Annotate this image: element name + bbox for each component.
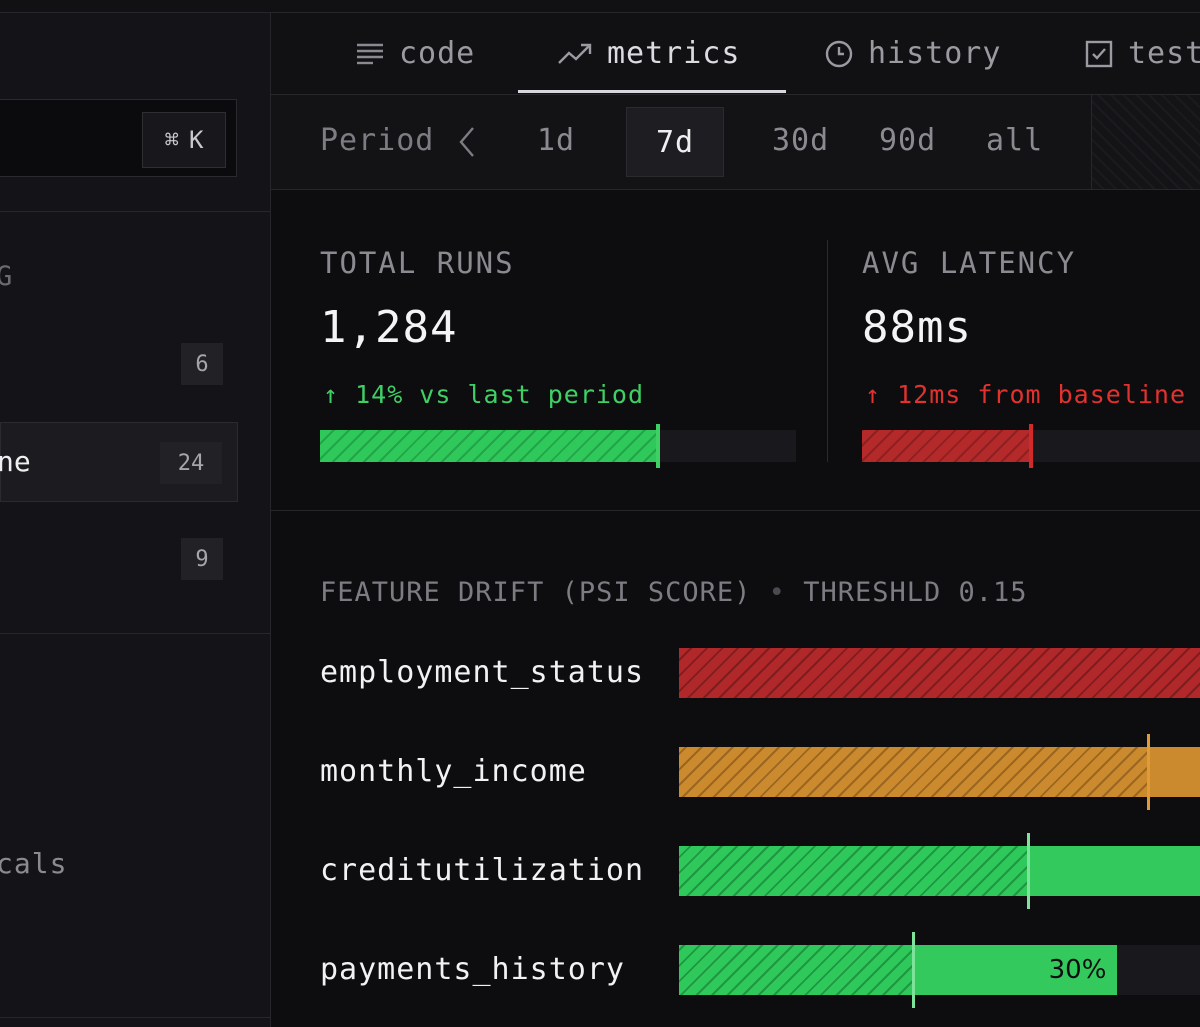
- shortcut-key: K: [189, 126, 204, 154]
- tab-label: test: [1128, 36, 1200, 71]
- sidebar-item[interactable]: 6: [0, 325, 238, 405]
- tab-label: history: [868, 36, 1002, 71]
- stats-panel: TOTAL RUNS 1,284 ↑ 14% vs last period AV…: [271, 190, 1200, 511]
- progress-fill: [320, 430, 658, 462]
- count-badge: 9: [181, 538, 223, 580]
- sidebar-divider: [0, 211, 270, 212]
- count-badge: 24: [160, 442, 222, 484]
- drift-bar-hatched: [679, 747, 1148, 797]
- sidebar-item-active[interactable]: ne 24: [0, 422, 238, 502]
- sidebar-divider: [0, 1017, 270, 1018]
- feature-name: monthly_income: [320, 754, 587, 789]
- drift-baseline-marker: [1146, 734, 1150, 810]
- drift-bar-track: [679, 648, 1200, 698]
- threshold-label: THRESHLD 0.15: [803, 577, 1028, 608]
- stat-divider: [827, 240, 828, 462]
- stat-delta: ↑ 12ms from baseline: [865, 380, 1187, 409]
- stat-delta: ↑ 14% vs last period: [323, 380, 645, 409]
- tab-history[interactable]: history: [824, 13, 1001, 94]
- shortcut-hint: ⌘ K: [142, 112, 226, 168]
- tab-bar: code metrics history test: [271, 13, 1200, 95]
- tab-code[interactable]: code: [355, 13, 475, 94]
- drift-bar-hatched: [679, 846, 1029, 896]
- drift-row[interactable]: creditutilization: [271, 833, 1200, 909]
- trend-icon: [557, 39, 593, 69]
- drift-section-title: FEATURE DRIFT (PSI SCORE) • THRESHLD 0.1…: [320, 577, 1028, 608]
- window-top-edge: [0, 0, 1200, 13]
- feature-name: payments_history: [320, 952, 625, 987]
- sidebar-section-heading: G: [0, 261, 15, 292]
- sidebar-item-label: ne: [0, 445, 31, 478]
- drift-row[interactable]: monthly_income: [271, 734, 1200, 810]
- progress-marker: [1029, 424, 1033, 468]
- progress-bar: [862, 424, 1200, 468]
- checkbox-icon: [1084, 39, 1114, 69]
- drift-baseline-marker: [912, 932, 916, 1008]
- period-label: Period: [320, 123, 435, 158]
- drift-row[interactable]: payments_history 30%: [271, 932, 1200, 1008]
- separator-dot: •: [768, 577, 786, 608]
- tab-label: code: [399, 36, 476, 71]
- count-badge: 6: [181, 343, 223, 385]
- progress-bar: [320, 424, 796, 468]
- feature-name: employment_status: [320, 655, 645, 690]
- stat-label: AVG LATENCY: [862, 246, 1077, 280]
- stat-value: 88ms: [862, 302, 972, 353]
- tab-label: metrics: [607, 36, 741, 71]
- drift-title-text: FEATURE DRIFT (PSI SCORE): [320, 577, 752, 608]
- drift-bar-hatched: [679, 945, 914, 995]
- clock-icon: [824, 39, 854, 69]
- drift-value-label: 30%: [1048, 955, 1107, 985]
- active-tab-indicator: [518, 90, 786, 93]
- drift-baseline-marker: [1027, 833, 1031, 909]
- command-key-icon: ⌘: [164, 126, 179, 154]
- main-panel: code metrics history test Period 1d 7: [271, 13, 1200, 1027]
- stat-label: TOTAL RUNS: [320, 246, 515, 280]
- progress-fill: [862, 430, 1031, 462]
- search-input[interactable]: ⌘ K: [0, 99, 237, 177]
- feature-name: creditutilization: [320, 853, 645, 888]
- drift-bar-track: [679, 833, 1200, 909]
- period-option-all[interactable]: all: [986, 123, 1044, 158]
- stat-value: 1,284: [320, 302, 458, 353]
- period-selector: Period 1d 7d 30d 90d all: [271, 95, 1200, 190]
- hatched-placeholder: [1091, 95, 1200, 189]
- tab-metrics[interactable]: metrics: [557, 13, 740, 94]
- period-option-30d[interactable]: 30d: [772, 123, 830, 158]
- sidebar-item[interactable]: 9: [0, 520, 238, 600]
- sidebar: ⌘ K G 6 ne 24 9 cals: [0, 13, 271, 1027]
- tab-test[interactable]: test: [1084, 13, 1200, 94]
- period-option-90d[interactable]: 90d: [879, 123, 937, 158]
- sidebar-item-label[interactable]: cals: [0, 847, 68, 880]
- drift-bar-track: 30%: [679, 932, 1200, 1008]
- drift-row[interactable]: employment_status: [271, 643, 1200, 703]
- sidebar-divider: [0, 633, 270, 634]
- lines-icon: [355, 39, 385, 69]
- drift-bar-hatched: [679, 648, 1200, 698]
- period-option-1d[interactable]: 1d: [537, 123, 576, 158]
- progress-marker: [655, 424, 660, 468]
- chevron-left-icon[interactable]: [457, 125, 479, 163]
- drift-bar-track: [679, 734, 1200, 810]
- period-option-7d[interactable]: 7d: [626, 107, 724, 177]
